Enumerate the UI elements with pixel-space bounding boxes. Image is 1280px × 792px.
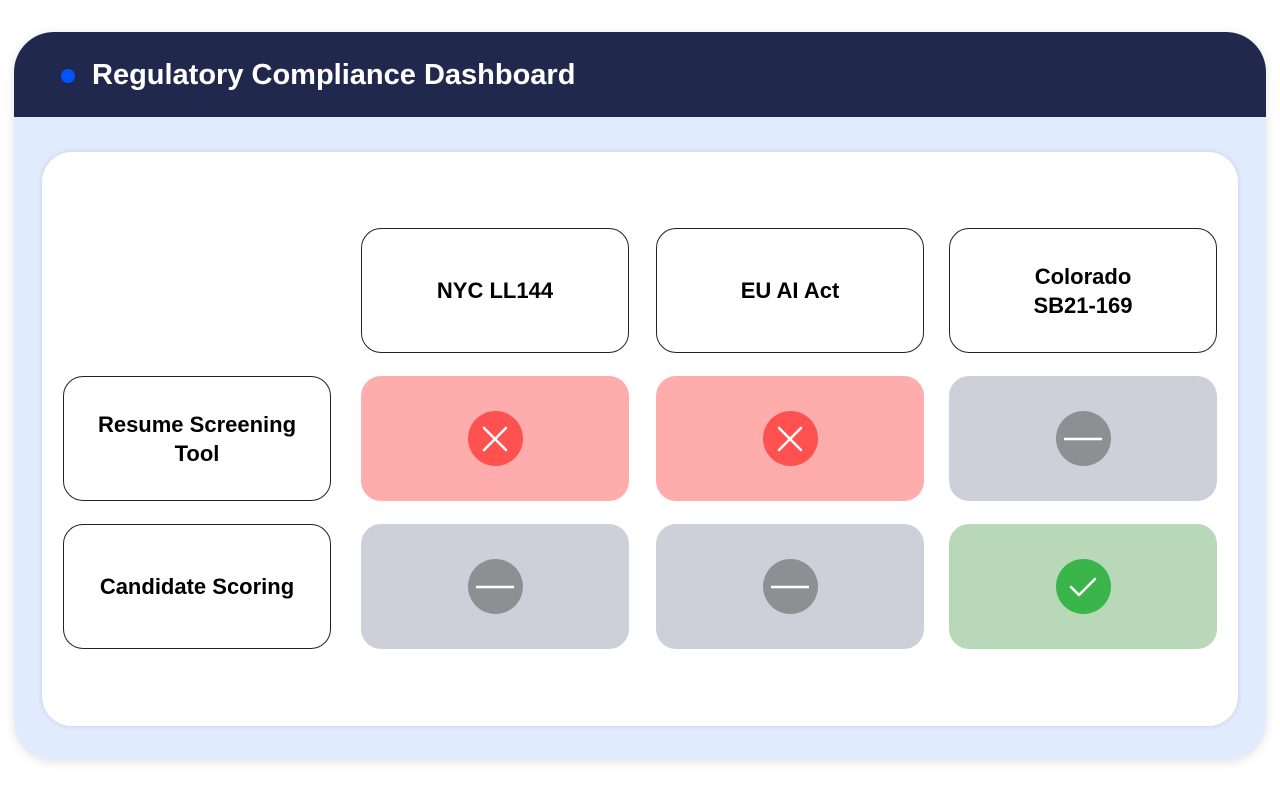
column-label: Colorado SB21-169 <box>1033 263 1133 318</box>
page-title: Regulatory Compliance Dashboard <box>92 59 576 91</box>
cell-scoring-eu[interactable] <box>656 524 924 649</box>
column-label: NYC LL144 <box>436 278 554 303</box>
x-icon <box>467 411 523 466</box>
cell-resume-eu[interactable] <box>656 376 924 501</box>
minus-icon <box>762 559 818 614</box>
cell-scoring-colorado[interactable] <box>949 524 1217 649</box>
row-label: Resume Screening Tool <box>97 411 297 466</box>
column-header-nyc-ll144: NYC LL144 <box>361 228 629 353</box>
column-label: EU AI Act <box>740 278 840 303</box>
column-header-eu-ai-act: EU AI Act <box>656 228 924 353</box>
compliance-matrix: NYC LL144 EU AI Act Colorado SB21-169 Re… <box>42 152 1238 726</box>
header: Regulatory Compliance Dashboard <box>14 32 1266 117</box>
x-icon <box>762 411 818 466</box>
row-label: Candidate Scoring <box>99 574 295 599</box>
row-header-candidate-scoring: Candidate Scoring <box>63 524 331 649</box>
status-dot-icon <box>61 69 75 83</box>
check-icon <box>1055 559 1111 614</box>
cell-scoring-nyc[interactable] <box>361 524 629 649</box>
column-header-colorado: Colorado SB21-169 <box>949 228 1217 353</box>
row-header-resume-screening: Resume Screening Tool <box>63 376 331 501</box>
cell-resume-nyc[interactable] <box>361 376 629 501</box>
minus-icon <box>1055 411 1111 466</box>
cell-resume-colorado[interactable] <box>949 376 1217 501</box>
dashboard-window: Regulatory Compliance Dashboard NYC LL14… <box>14 32 1266 760</box>
minus-icon <box>467 559 523 614</box>
